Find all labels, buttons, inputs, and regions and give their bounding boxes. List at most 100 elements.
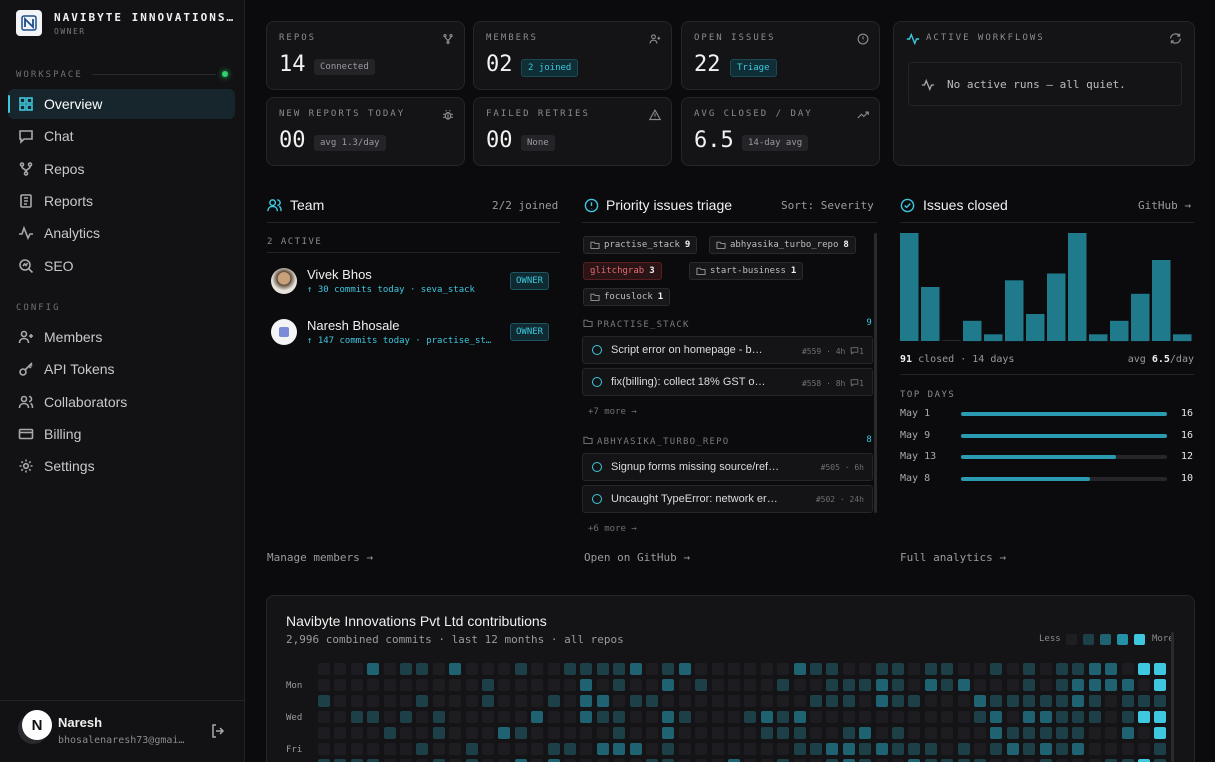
team-member-row[interactable]: Naresh Bhosale ↑ 147 commits today · prac…: [267, 314, 560, 354]
contribution-cell[interactable]: [826, 711, 839, 723]
contribution-cell[interactable]: [334, 743, 347, 755]
contribution-cell[interactable]: [514, 743, 527, 755]
contribution-cell[interactable]: [728, 679, 740, 691]
contribution-cell[interactable]: [465, 759, 478, 762]
contribution-cell[interactable]: [908, 727, 921, 739]
contribution-cell[interactable]: [859, 727, 872, 739]
contribution-cell[interactable]: [1154, 679, 1167, 691]
contribution-cell[interactable]: [1072, 695, 1085, 707]
contribution-cell[interactable]: [432, 727, 445, 739]
contribution-cell[interactable]: [859, 663, 872, 675]
contribution-cell[interactable]: [744, 711, 757, 723]
contribution-cell[interactable]: [908, 695, 921, 707]
contribution-cell[interactable]: [1006, 759, 1019, 762]
contribution-cell[interactable]: [990, 711, 1003, 723]
contribution-cell[interactable]: [613, 711, 626, 723]
bar[interactable]: [1026, 314, 1045, 341]
contribution-cell[interactable]: [793, 679, 806, 691]
sidebar-item-billing[interactable]: Billing: [8, 419, 235, 449]
contribution-cell[interactable]: [728, 759, 740, 762]
contribution-cell[interactable]: [826, 743, 839, 755]
contribution-cell[interactable]: [957, 727, 970, 739]
bar[interactable]: [1152, 260, 1171, 341]
contribution-cell[interactable]: [810, 711, 822, 723]
contribution-cell[interactable]: [1121, 679, 1134, 691]
contribution-cell[interactable]: [859, 679, 872, 691]
contribution-cell[interactable]: [547, 711, 560, 723]
contribution-cell[interactable]: [859, 759, 872, 762]
contribution-cell[interactable]: [1088, 743, 1101, 755]
contribution-cell[interactable]: [547, 759, 560, 762]
contribution-cell[interactable]: [1023, 759, 1036, 762]
contribution-cell[interactable]: [662, 695, 675, 707]
bar[interactable]: [1173, 334, 1192, 342]
contribution-cell[interactable]: [941, 679, 954, 691]
refresh-icon[interactable]: [1169, 32, 1182, 45]
contribution-cell[interactable]: [416, 743, 429, 755]
contribution-cell[interactable]: [957, 743, 970, 755]
contribution-cell[interactable]: [646, 695, 658, 707]
contribution-cell[interactable]: [465, 743, 478, 755]
contribution-cell[interactable]: [596, 695, 609, 707]
contribution-cell[interactable]: [842, 695, 855, 707]
contribution-cell[interactable]: [990, 679, 1003, 691]
contribution-cell[interactable]: [1154, 759, 1167, 762]
contribution-cell[interactable]: [662, 663, 675, 675]
more-issues-link[interactable]: +6 more →: [588, 524, 637, 534]
contribution-cell[interactable]: [1039, 711, 1052, 723]
contribution-cell[interactable]: [416, 663, 429, 675]
contribution-cell[interactable]: [646, 679, 658, 691]
contribution-cell[interactable]: [482, 695, 494, 707]
contribution-cell[interactable]: [646, 727, 658, 739]
contribution-cell[interactable]: [695, 679, 708, 691]
contribution-cell[interactable]: [662, 679, 675, 691]
contribution-cell[interactable]: [957, 663, 970, 675]
contribution-cell[interactable]: [432, 759, 445, 762]
contribution-cell[interactable]: [777, 759, 790, 762]
contribution-cell[interactable]: [498, 743, 511, 755]
contribution-cell[interactable]: [826, 663, 839, 675]
contribution-cell[interactable]: [1105, 743, 1118, 755]
contribution-cell[interactable]: [547, 743, 560, 755]
full-analytics-link[interactable]: Full analytics →: [900, 551, 1006, 564]
contribution-cell[interactable]: [564, 743, 576, 755]
contribution-cell[interactable]: [383, 679, 396, 691]
contribution-cell[interactable]: [482, 711, 494, 723]
contribution-cell[interactable]: [908, 679, 921, 691]
contribution-cell[interactable]: [842, 663, 855, 675]
contribution-cell[interactable]: [728, 727, 740, 739]
contribution-cell[interactable]: [875, 663, 888, 675]
sidebar-item-chat[interactable]: Chat: [8, 121, 235, 151]
sidebar-item-seo[interactable]: SEO: [8, 251, 235, 281]
contribution-cell[interactable]: [432, 695, 445, 707]
contribution-cell[interactable]: [1105, 727, 1118, 739]
contribution-cell[interactable]: [695, 695, 708, 707]
contribution-cell[interactable]: [662, 743, 675, 755]
contribution-cell[interactable]: [629, 695, 642, 707]
contribution-cell[interactable]: [990, 695, 1003, 707]
contribution-cell[interactable]: [941, 759, 954, 762]
contribution-cell[interactable]: [1138, 679, 1150, 691]
contribution-cell[interactable]: [613, 663, 626, 675]
contribution-cell[interactable]: [498, 711, 511, 723]
contribution-cell[interactable]: [367, 711, 380, 723]
contribution-cell[interactable]: [1105, 695, 1118, 707]
contribution-cell[interactable]: [777, 663, 790, 675]
contribution-cell[interactable]: [1056, 743, 1068, 755]
contribution-cell[interactable]: [1121, 663, 1134, 675]
contribution-cell[interactable]: [629, 759, 642, 762]
contribution-cell[interactable]: [580, 695, 593, 707]
contribution-cell[interactable]: [465, 727, 478, 739]
contribution-cell[interactable]: [892, 663, 904, 675]
bar[interactable]: [921, 287, 940, 341]
contribution-cell[interactable]: [810, 743, 822, 755]
contribution-cell[interactable]: [826, 679, 839, 691]
repo-tag[interactable]: practise_stack 9: [583, 236, 698, 254]
contribution-cell[interactable]: [728, 743, 740, 755]
contribution-cell[interactable]: [564, 695, 576, 707]
contribution-cell[interactable]: [367, 679, 380, 691]
triage-scrollbar[interactable]: [874, 233, 877, 513]
contribution-cell[interactable]: [334, 727, 347, 739]
contribution-cell[interactable]: [941, 663, 954, 675]
contribution-cell[interactable]: [760, 727, 773, 739]
